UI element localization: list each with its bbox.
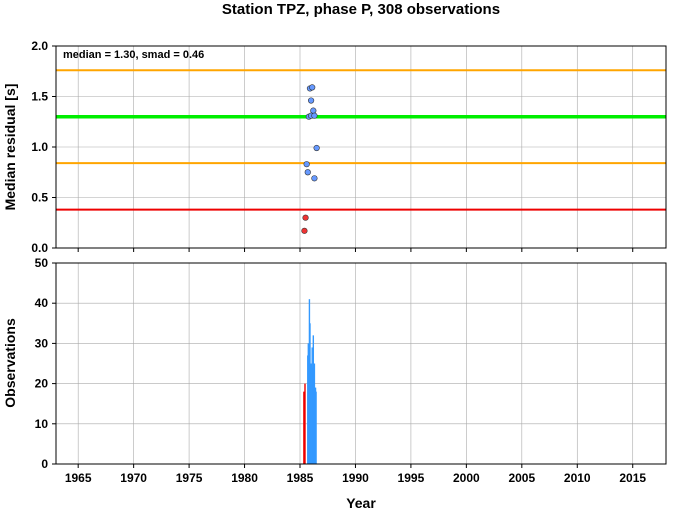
x-tick-label: 1975	[176, 471, 203, 485]
observations-plot: 0 10 20 30 40 50 1965 1970 1975 1980 1985 1990 1995…	[2, 256, 667, 511]
reference-lines	[56, 69, 666, 211]
y-tick-label: 40	[35, 296, 49, 310]
observation-bars	[303, 299, 317, 464]
x-tick-label: 1970	[120, 471, 147, 485]
observations-y-ticks: 0 10 20 30 40 50	[35, 256, 56, 471]
x-tick-label: 1980	[231, 471, 258, 485]
x-tick-label: 2000	[453, 471, 480, 485]
residual-y-ticks: 0.0 0.5 1.0 1.5 2.0	[31, 39, 56, 255]
x-tick-label: 1965	[65, 471, 92, 485]
year-x-ticks: 1965 1970 1975 1980 1985 1990 1995 2000 2005 2010…	[65, 464, 646, 485]
data-point	[313, 144, 320, 152]
y-tick-label: 0	[41, 457, 48, 471]
observations-plot-frame	[55, 262, 667, 465]
x-axis-label: Year	[346, 495, 376, 511]
y-tick-label: 2.0	[31, 39, 48, 53]
residual-points	[301, 84, 320, 234]
y-tick-label: 0.5	[31, 191, 48, 205]
residual-grid	[56, 45, 666, 252]
x-tick-label: 1985	[287, 471, 314, 485]
observation-bar	[303, 391, 305, 464]
residual-y-axis-label: Median residual [s]	[2, 84, 18, 211]
x-tick-label: 2010	[564, 471, 591, 485]
observations-y-axis-label: Observations	[2, 318, 18, 408]
y-tick-label: 50	[35, 256, 49, 270]
data-point	[301, 227, 308, 234]
data-point	[302, 214, 309, 221]
y-tick-label: 20	[35, 377, 49, 391]
x-tick-label: 2005	[508, 471, 535, 485]
observations-grid	[56, 262, 666, 465]
y-tick-label: 30	[35, 336, 49, 350]
data-point	[303, 161, 310, 168]
x-tick-label: 2015	[619, 471, 646, 485]
data-point	[311, 175, 318, 182]
data-point	[304, 169, 311, 176]
y-tick-label: 1.0	[31, 140, 48, 154]
data-point	[309, 84, 316, 91]
x-tick-label: 1990	[342, 471, 369, 485]
data-point	[307, 97, 315, 104]
y-tick-label: 10	[35, 417, 49, 431]
data-point	[310, 107, 317, 114]
statistics-annotation: median = 1.30, smad = 0.46	[63, 49, 204, 61]
y-tick-label: 0.0	[31, 241, 48, 255]
observation-bar	[315, 391, 317, 464]
data-point	[311, 112, 318, 119]
residual-plot: 0.0 0.5 1.0 1.5 2.0 median = 1.30, smad = 0.…	[2, 39, 667, 255]
chart-title: Station TPZ, phase P, 308 observations	[222, 1, 500, 18]
x-tick-label: 1995	[398, 471, 425, 485]
y-tick-label: 1.5	[31, 90, 48, 104]
observation-bar	[304, 383, 306, 464]
